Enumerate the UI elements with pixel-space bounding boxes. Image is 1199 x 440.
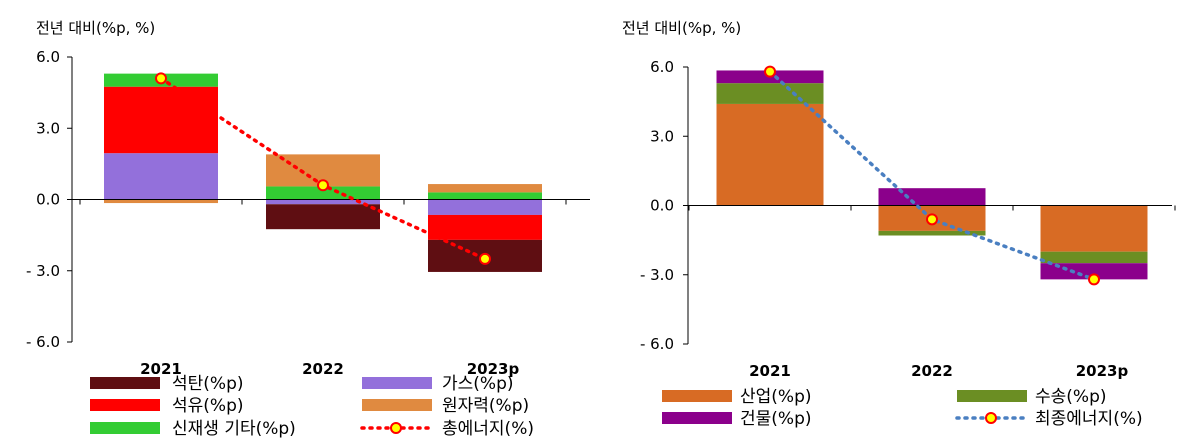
bar-segment xyxy=(428,199,542,215)
bar-segment xyxy=(878,230,986,236)
line-series-point xyxy=(155,72,167,85)
y-tick-label: 3.0 xyxy=(650,127,674,145)
y-tick-label: - 6.0 xyxy=(640,335,674,353)
x-category-label: 2022 xyxy=(911,362,953,380)
line-series-point xyxy=(1088,273,1100,286)
legend-swatch xyxy=(362,399,432,411)
y-tick-label: 0.0 xyxy=(650,197,674,215)
legend-swatch xyxy=(90,422,160,434)
legend-swatch xyxy=(362,377,432,389)
bar-segment xyxy=(266,186,380,200)
y-tick-label: - 3.0 xyxy=(640,266,674,284)
x-category-label: 2023p xyxy=(467,360,520,378)
bar-segment xyxy=(428,214,542,240)
line-series-point xyxy=(764,65,776,78)
bar-segment xyxy=(428,192,542,200)
bar-segment xyxy=(104,86,218,154)
legend-swatch xyxy=(90,399,160,411)
line-series-point xyxy=(926,213,938,226)
legend-line-marker xyxy=(390,422,402,434)
x-category-label: 2023p xyxy=(1076,362,1129,380)
bar-segment xyxy=(104,199,218,204)
bar-segment xyxy=(428,184,542,193)
y-axis-title: 전년 대비(%p, %) xyxy=(622,19,741,37)
y-tick-label: 6.0 xyxy=(650,58,674,76)
legend-label: 가스(%p) xyxy=(442,374,514,394)
y-tick-label: 3.0 xyxy=(36,119,60,137)
legend-line-marker xyxy=(985,412,997,424)
x-category-label: 2021 xyxy=(749,362,791,380)
legend-label: 수송(%p) xyxy=(1035,387,1107,407)
bar-segment xyxy=(1040,251,1148,264)
energy-sector-chart: 전년 대비(%p, %) 6.0 3.0 0.0 - 3.0 - 6.0 2021 2022 2… xyxy=(622,19,1176,429)
line-series-point xyxy=(479,252,491,265)
legend-swatch xyxy=(90,377,160,389)
x-category-label: 2021 xyxy=(140,360,182,378)
bar-segment xyxy=(878,188,986,206)
legend-label: 건물(%p) xyxy=(740,409,812,429)
legend-label: 신재생 기타(%p) xyxy=(172,419,296,439)
y-axis-title: 전년 대비(%p, %) xyxy=(36,19,155,37)
line-series-point xyxy=(317,179,329,192)
bar-segment xyxy=(1040,263,1148,280)
legend-label: 산업(%p) xyxy=(740,387,812,407)
y-tick-label: 0.0 xyxy=(36,191,60,209)
bar-segment xyxy=(104,153,218,200)
bar-segment xyxy=(266,199,380,205)
x-category-label: 2022 xyxy=(302,360,344,378)
legend-swatch xyxy=(957,390,1027,402)
legend-swatch xyxy=(662,390,732,402)
legend-swatch xyxy=(662,412,732,424)
legend-label: 총에너지(%) xyxy=(442,419,534,439)
bar-segment xyxy=(716,103,824,206)
energy-source-chart: 전년 대비(%p, %) 6.0 3.0 0.0 - 3.0 - 6.0 2021 2022 2… xyxy=(26,19,590,439)
legend-label: 석탄(%p) xyxy=(172,374,244,394)
y-tick-label: 6.0 xyxy=(36,48,60,66)
bar-segment xyxy=(716,83,824,104)
legend-label: 최종에너지(%) xyxy=(1035,409,1143,429)
y-tick-label: - 6.0 xyxy=(26,333,60,351)
legend-label: 석유(%p) xyxy=(172,396,244,416)
legend-label: 원자력(%p) xyxy=(442,396,529,416)
bar-segment xyxy=(1040,205,1148,252)
y-tick-label: - 3.0 xyxy=(26,262,60,280)
bar-segment xyxy=(266,204,380,230)
